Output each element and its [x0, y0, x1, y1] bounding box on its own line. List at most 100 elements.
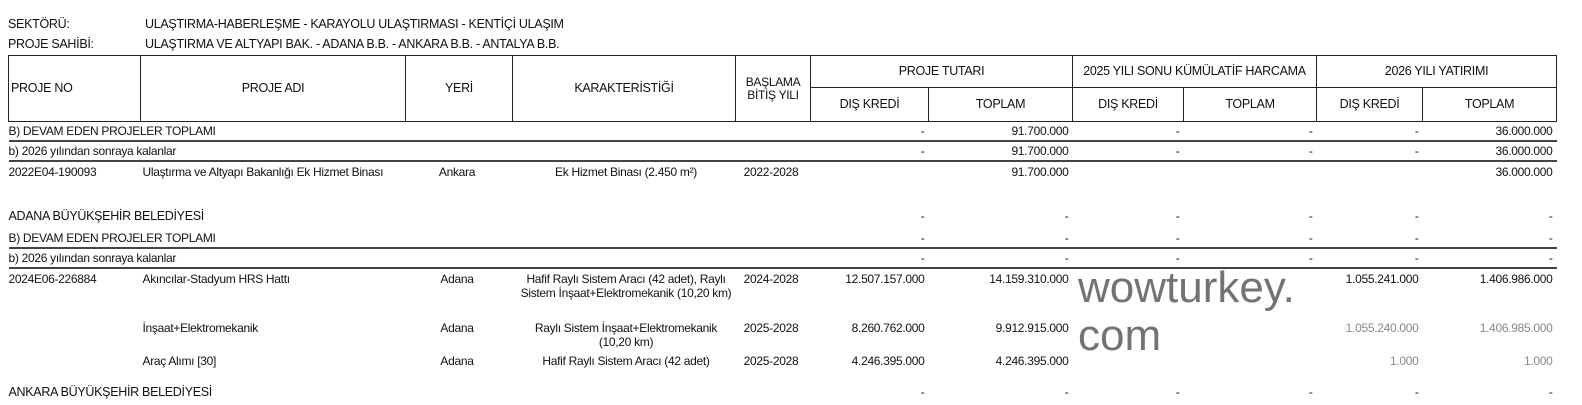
col-proje-tutari: PROJE TUTARI — [810, 55, 1073, 88]
col-dis-kredi: DIŞ KREDİ — [1316, 87, 1424, 122]
proje-toplam-value: - — [928, 229, 1073, 249]
yatirim-dis-kredi-value: 1.000 — [1389, 354, 1419, 368]
proje-dis-kredi-value: - — [810, 229, 929, 249]
project-characteristic: Raylı Sistem İnşaat+Elektromekanik (10,2… — [534, 321, 718, 349]
yatirim-toplam-value: 36.000.000 — [1495, 165, 1553, 179]
proje-dis-kredi-value: - — [810, 121, 929, 142]
project-row: 2022E04-190093 Ulaştırma ve Altyapı Bakan… — [9, 161, 1557, 205]
project-characteristic: Hafif Raylı Sistem Aracı (42 adet), Rayl… — [520, 272, 732, 300]
harcama-toplam-value: - — [1308, 209, 1313, 223]
harcama-dis-kredi-value: - — [1072, 121, 1184, 142]
col-yeri: YERİ — [405, 55, 513, 122]
col-dis-kredi: DIŞ KREDİ — [1072, 87, 1184, 122]
row-label: B) DEVAM EDEN PROJELER TOPLAMI — [8, 121, 811, 142]
yatirim-dis-kredi-value: - — [1316, 248, 1423, 269]
col-proje-no: PROJE NO — [8, 55, 141, 122]
sector-value: ULAŞTIRMA-HABERLEŞME - KARAYOLU ULAŞTIRM… — [145, 17, 564, 31]
project-years: 2025-2028 — [743, 321, 799, 335]
harcama-dis-kredi-value: - — [1072, 141, 1184, 162]
summary-row: B) DEVAM EDEN PROJELER TOPLAMI - - - - - - — [8, 229, 1557, 249]
harcama-toplam-value: - — [1183, 229, 1317, 249]
yatirim-dis-kredi-value: 1.055.240.000 — [1345, 321, 1419, 335]
project-no: 2022E04-190093 — [8, 165, 97, 179]
col-toplam: TOPLAM — [1182, 87, 1318, 122]
project-no — [9, 318, 141, 351]
project-row: Araç Alımı [30] Adana Hafif Raylı Sistem A… — [9, 351, 1557, 381]
proje-toplam-value: - — [1064, 385, 1069, 399]
yatirim-toplam-value: - — [1422, 229, 1557, 249]
yatirim-toplam-value: 36.000.000 — [1422, 141, 1557, 162]
project-name: Araç Alımı [30] — [142, 354, 217, 368]
proje-dis-kredi-value: - — [920, 385, 925, 399]
row-label: b) 2026 yılından sonraya kalanlar — [8, 248, 811, 269]
group-row: ADANA BÜYÜKŞEHİR BELEDİYESİ - - - - - - — [9, 205, 1557, 229]
summary-row: b) 2026 yılından sonraya kalanlar - - - - - - — [8, 248, 1557, 269]
row-label: B) DEVAM EDEN PROJELER TOPLAMI — [8, 229, 811, 249]
proje-toplam-value: 4.246.395.000 — [995, 354, 1069, 368]
proje-toplam-value: 91.700.000 — [928, 121, 1073, 142]
proje-dis-kredi-value: - — [810, 248, 929, 269]
project-no: 2024E06-226884 — [8, 272, 97, 286]
yatirim-toplam-value: 1.406.985.000 — [1479, 321, 1553, 335]
harcama-toplam-value — [1184, 161, 1317, 205]
proje-toplam-value: 9.912.915.000 — [995, 321, 1069, 335]
project-name: Akıncılar-Stadyum HRS Hattı — [142, 272, 291, 286]
project-characteristic: Ek Hizmet Binası (2.450 m²) — [555, 165, 697, 179]
project-name: İnşaat+Elektromekanik — [142, 321, 259, 335]
proje-toplam-value: - — [928, 248, 1073, 269]
yatirim-toplam-value: 36.000.000 — [1422, 121, 1557, 142]
yatirim-toplam-value: - — [1548, 209, 1553, 223]
yatirim-dis-kredi-value: - — [1316, 229, 1423, 249]
harcama-toplam-value: - — [1183, 121, 1317, 142]
harcama-toplam-value: - — [1183, 248, 1317, 269]
yatirim-dis-kredi-value: - — [1414, 209, 1419, 223]
summary-row: B) DEVAM EDEN PROJELER TOPLAMI -91.700.00… — [8, 121, 1557, 142]
owner-value: ULAŞTIRMA VE ALTYAPI BAK. - ADANA B.B. -… — [145, 37, 560, 51]
project-place: Adana — [440, 321, 474, 335]
col-karakteristigi: KARAKTERİSTİĞİ — [512, 55, 736, 122]
yatirim-dis-kredi-value: - — [1316, 141, 1423, 162]
proje-dis-kredi-value: - — [920, 209, 925, 223]
yatirim-dis-kredi-value — [1317, 161, 1423, 205]
summary-row: b) 2026 yılından sonraya kalanlar -91.700… — [8, 141, 1557, 162]
proje-dis-kredi-value: - — [810, 141, 929, 162]
project-place: Adana — [440, 354, 474, 368]
yatirim-toplam-value: - — [1548, 385, 1553, 399]
harcama-dis-kredi-value: - — [1175, 209, 1180, 223]
proje-toplam-value: 91.700.000 — [928, 141, 1073, 162]
col-baslama-bitis: BAŞLAMA BİTİŞ YILI — [735, 55, 811, 122]
yatirim-dis-kredi-value: - — [1316, 121, 1423, 142]
project-row: 2024E06-226884 Akıncılar-Stadyum HRS Hatt… — [9, 268, 1557, 318]
proje-dis-kredi-value: 4.246.395.000 — [851, 354, 925, 368]
yatirim-dis-kredi-value: 1.055.241.000 — [1345, 272, 1419, 286]
yatirim-toplam-value: 1.406.986.000 — [1479, 272, 1553, 286]
yatirim-dis-kredi-value: - — [1414, 385, 1419, 399]
col-toplam: TOPLAM — [928, 87, 1073, 122]
proje-toplam-value: 91.700.000 — [1011, 165, 1069, 179]
project-no — [9, 351, 141, 381]
row-label: ADANA BÜYÜKŞEHİR BELEDİYESİ — [8, 209, 205, 223]
col-yatirim: 2026 YILI YATIRIMI — [1316, 55, 1558, 88]
col-toplam: TOPLAM — [1422, 87, 1558, 122]
harcama-dis-kredi-value: - — [1072, 248, 1184, 269]
yatirim-toplam-value: 1.000 — [1524, 354, 1553, 368]
harcama-dis-kredi-value: - — [1072, 229, 1184, 249]
owner-label: PROJE SAHİBİ: — [8, 37, 94, 51]
project-place: Ankara — [438, 165, 476, 179]
harcama-toplam-value: - — [1308, 385, 1313, 399]
proje-dis-kredi-value — [811, 161, 929, 205]
col-proje-adi: PROJE ADI — [140, 55, 406, 122]
harcama-dis-kredi-value: - — [1175, 385, 1180, 399]
sector-label: SEKTÖRÜ: — [8, 17, 70, 31]
row-label: b) 2026 yılından sonraya kalanlar — [8, 141, 811, 162]
proje-toplam-value: - — [1064, 209, 1069, 223]
group-row: ANKARA BÜYÜKŞEHİR BELEDİYESİ - - - - - - — [9, 381, 1557, 405]
investment-table: PROJE NO PROJE ADI YERİ KARAKTERİSTİĞİ B… — [8, 55, 1558, 405]
project-years: 2022-2028 — [743, 165, 799, 179]
harcama-toplam-value: - — [1183, 141, 1317, 162]
watermark: wowturkey.com — [1078, 263, 1295, 360]
project-years: 2025-2028 — [743, 354, 799, 368]
project-row: İnşaat+Elektromekanik Adana Raylı Sistem İ… — [9, 318, 1557, 351]
project-place: Adana — [440, 272, 474, 286]
harcama-dis-kredi-value — [1073, 161, 1184, 205]
